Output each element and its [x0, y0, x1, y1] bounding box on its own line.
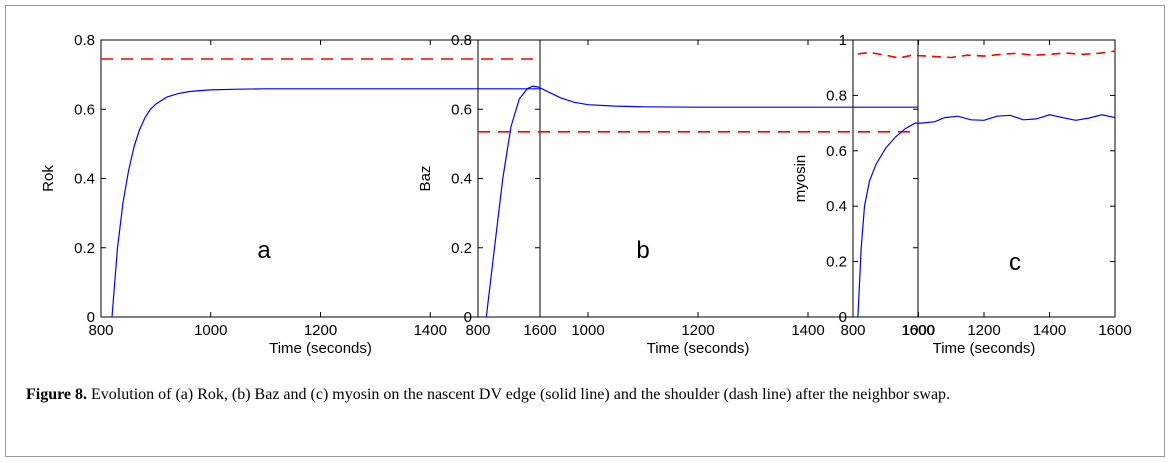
plot-frame [477, 39, 919, 318]
y-axis-label: Rok [40, 165, 57, 192]
x-tick-label: 1000 [902, 322, 935, 339]
y-tick-label: 0.6 [451, 101, 472, 118]
y-tick-label: 0.6 [74, 101, 95, 118]
figure-frame: Figure 8. Evolution of (a) Rok, (b) Baz … [5, 5, 1165, 457]
y-tick-label: 0 [464, 309, 472, 326]
x-tick-label: 1200 [304, 322, 337, 339]
y-tick-label: 0.8 [451, 32, 472, 49]
chart-panel-b: 800 1000 1200 1400 1600 0 0.2 0.4 0.6 0.8 Time (se… [417, 32, 935, 357]
x-tick-label: 1000 [194, 322, 227, 339]
x-axis-label: Time (seconds) [647, 340, 750, 357]
y-tick-label: 0.6 [826, 143, 847, 160]
x-tick-label: 1400 [1033, 322, 1066, 339]
x-tick-label: 1400 [791, 322, 824, 339]
y-tick-label: 0 [87, 309, 95, 326]
panel-letter: a [257, 237, 271, 264]
x-tick-label: 1600 [901, 322, 934, 339]
x-axis-label: Time (seconds) [933, 340, 1036, 357]
y-tick-label: 0.8 [74, 32, 95, 49]
plot-frame [100, 39, 541, 318]
x-tick-label: 800 [88, 322, 113, 339]
y-tick-label: 0.4 [826, 198, 847, 215]
y-tick-label: 0.8 [826, 87, 847, 104]
x-axis-label: Time (seconds) [269, 340, 372, 357]
figure-caption: Figure 8. Evolution of (a) Rok, (b) Baz … [26, 384, 1151, 405]
x-tick-label: 1200 [967, 322, 1000, 339]
figure-label: Figure 8. [26, 386, 88, 403]
x-tick-label: 1600 [1098, 322, 1131, 339]
plot-frame [852, 39, 1116, 318]
dv-edge-solid-line [485, 85, 918, 318]
y-tick-label: 0.2 [74, 240, 95, 257]
dv-edge-solid-line [111, 88, 540, 318]
y-tick-label: 0.4 [451, 171, 472, 188]
y-tick-label: 0.4 [74, 171, 95, 188]
y-tick-label: 0 [839, 309, 847, 326]
x-tick-label: 800 [465, 322, 490, 339]
y-tick-label: 1 [839, 32, 847, 49]
chart-panel-a: 800 1000 1200 1400 1600 0 0.2 0.4 0.6 0.8 Time (se… [40, 32, 557, 357]
y-tick-label: 0.2 [826, 254, 847, 271]
chart-panel-c: 800 1000 1200 1400 1600 0 0.2 0.4 0.6 0.8 1 Time (s… [792, 32, 1132, 357]
y-tick-label: 0.2 [451, 240, 472, 257]
panel-letter: b [636, 237, 649, 264]
dv-edge-solid-line [857, 114, 1116, 318]
x-tick-label: 1000 [571, 322, 604, 339]
x-tick-label: 1600 [523, 322, 556, 339]
x-tick-label: 1200 [681, 322, 714, 339]
x-tick-label: 800 [840, 322, 865, 339]
panel-letter: c [1009, 249, 1021, 276]
shoulder-dashed-line [857, 50, 1116, 59]
caption-text: Evolution of (a) Rok, (b) Baz and (c) my… [91, 386, 951, 403]
y-axis-label: Baz [417, 166, 434, 192]
y-axis-label: myosin [792, 155, 809, 203]
x-tick-label: 1400 [414, 322, 447, 339]
